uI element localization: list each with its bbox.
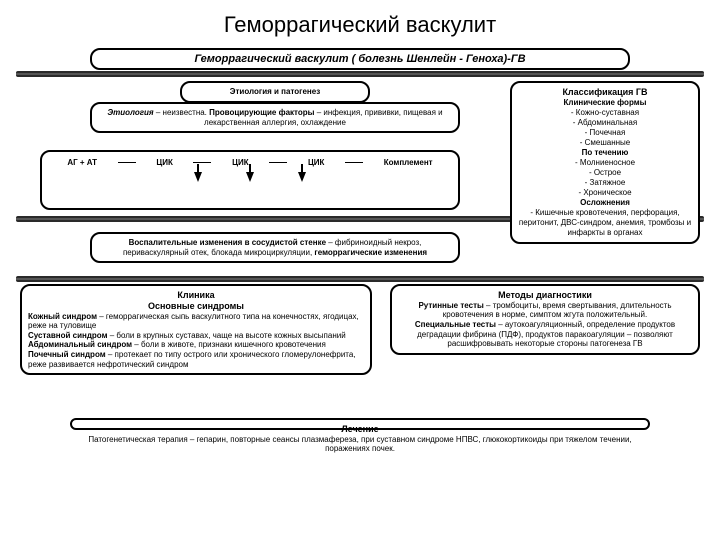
inflammation-box: Воспалительные изменения в сосудистой ст… bbox=[90, 232, 460, 263]
list-item: - Острое bbox=[518, 168, 692, 178]
syndrome: Кожный синдром – геморрагическая сыпь ва… bbox=[28, 312, 364, 331]
text: – боли в крупных суставах, чаще на высот… bbox=[107, 331, 345, 340]
text: Этиология bbox=[107, 108, 153, 117]
treatment-title: Лечение bbox=[78, 424, 642, 435]
clinic-subtitle: Основные синдромы bbox=[28, 301, 364, 312]
text: Провоцирующие факторы bbox=[209, 108, 314, 117]
subhead: Клинические формы bbox=[518, 98, 692, 108]
flow-item: Комплемент bbox=[384, 158, 433, 168]
text: геморрагические изменения bbox=[314, 248, 427, 257]
text: – неизвестна. bbox=[154, 108, 209, 117]
methods-title: Методы диагностики bbox=[398, 290, 692, 301]
classification-box: Классификация ГВ Клинические формы - Кож… bbox=[510, 81, 700, 244]
list-item: - Смешанные bbox=[518, 138, 692, 148]
etiology-title: Этиология и патогенез bbox=[180, 81, 370, 103]
dash-icon bbox=[269, 162, 287, 163]
dash-icon bbox=[118, 162, 136, 163]
arrow-down-icon bbox=[246, 172, 254, 182]
decor-band bbox=[16, 276, 704, 282]
label: Специальные тесты bbox=[415, 320, 496, 329]
etiology-text: Этиология – неизвестна. Провоцирующие фа… bbox=[90, 102, 460, 133]
flow-item: ЦИК bbox=[308, 158, 324, 168]
arrow-down-icon bbox=[194, 172, 202, 182]
subhead: По течению bbox=[518, 148, 692, 158]
flow-item: ЦИК bbox=[232, 158, 248, 168]
label: Абдоминальный синдром bbox=[28, 340, 132, 349]
method-line: Специальные тесты – аутокоагуляционный, … bbox=[398, 320, 692, 349]
syndrome: Абдоминальный синдром – боли в животе, п… bbox=[28, 340, 364, 350]
decor-band bbox=[16, 71, 704, 77]
treatment-text: Патогенетическая терапия – гепарин, повт… bbox=[78, 435, 642, 454]
label: Суставной синдром bbox=[28, 331, 107, 340]
treatment-box: Лечение Патогенетическая терапия – гепар… bbox=[70, 418, 650, 430]
arrow-down-icon bbox=[298, 172, 306, 182]
label: Кожный синдром bbox=[28, 312, 97, 321]
syndrome: Почечный синдром – протекает по типу ост… bbox=[28, 350, 364, 369]
list-item: - Молниеносное bbox=[518, 158, 692, 168]
flow-item: АГ + АТ bbox=[67, 158, 97, 168]
list-item: - Кишечные кровотечения, перфорация, пер… bbox=[518, 208, 692, 238]
text: – боли в животе, признаки кишечного кров… bbox=[132, 340, 326, 349]
main-title-box: Геморрагический васкулит ( болезнь Шенле… bbox=[90, 48, 630, 70]
method-line: Рутинные тесты – тромбоциты, время сверт… bbox=[398, 301, 692, 320]
subhead: Осложнения bbox=[518, 198, 692, 208]
label: Почечный синдром bbox=[28, 350, 106, 359]
slide-title: Геморрагический васкулит bbox=[0, 0, 720, 46]
flow-arrows bbox=[48, 172, 452, 194]
clinic-title: Клиника bbox=[28, 290, 364, 301]
flow-item: ЦИК bbox=[156, 158, 172, 168]
list-item: - Абдоминальная bbox=[518, 118, 692, 128]
methods-box: Методы диагностики Рутинные тесты – тром… bbox=[390, 284, 700, 355]
flow-box: АГ + АТ ЦИК ЦИК ЦИК Комплемент bbox=[40, 150, 460, 210]
list-item: - Кожно-суставная bbox=[518, 108, 692, 118]
syndrome: Суставной синдром – боли в крупных суста… bbox=[28, 331, 364, 341]
text: Этиология и патогенез bbox=[230, 87, 320, 96]
list-item: - Хроническое bbox=[518, 188, 692, 198]
clinic-box: Клиника Основные синдромы Кожный синдром… bbox=[20, 284, 372, 375]
label: Рутинные тесты bbox=[418, 301, 483, 310]
dash-icon bbox=[345, 162, 363, 163]
text: Воспалительные изменения в сосудистой ст… bbox=[129, 238, 326, 247]
list-item: - Затяжное bbox=[518, 178, 692, 188]
list-item: - Почечная bbox=[518, 128, 692, 138]
classification-title: Классификация ГВ bbox=[518, 87, 692, 98]
